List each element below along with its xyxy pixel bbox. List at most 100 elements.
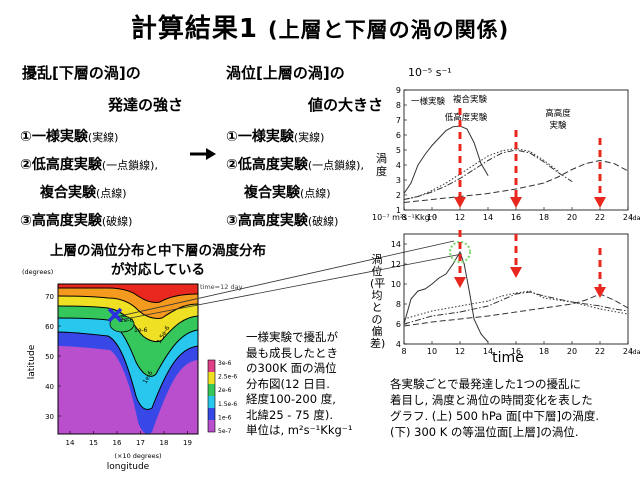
series-point <box>452 126 454 128</box>
series-point <box>627 310 629 312</box>
max-disturbance-marker <box>107 307 123 323</box>
upper-plot-area: 8 10 12 14 16 18 20 22 24(day) 9 8 7 6 5 4 3 2 1 一様実験複合実験低… <box>396 86 640 222</box>
series-point <box>599 308 601 310</box>
series-point <box>585 163 587 164</box>
caption-line-3: グラフ. (上) 500 hPa 面[中下層]の渦度. <box>390 409 600 423</box>
series-point <box>487 160 489 161</box>
caption-line-1: 各実験ごとで最発達した1つの擾乱に <box>390 377 581 391</box>
series-point <box>438 277 440 279</box>
x-tick-label: 14 <box>483 213 493 222</box>
series-point <box>431 199 433 200</box>
series-point <box>459 305 461 307</box>
series-point <box>599 293 601 295</box>
y-tick-label: 2 <box>396 191 401 200</box>
pv-map: 2e-6 1e-6 1.5e-6 1e-6 time=12 day (degre… <box>22 268 243 472</box>
y-tick-label: 8 <box>396 101 401 110</box>
annot-high-2: 実験 <box>549 120 567 131</box>
left-item-2: ②低高度実験(一点鎖線), <box>20 154 158 174</box>
series-point <box>515 293 517 295</box>
series-point <box>557 176 559 178</box>
series-point <box>452 263 454 265</box>
series-point <box>459 125 461 127</box>
series-point <box>529 152 531 154</box>
right-item-4-label: ③高高度実験 <box>226 213 308 229</box>
series-point <box>431 145 433 146</box>
series-point <box>515 149 517 151</box>
series-point <box>487 175 489 176</box>
x-tick-label: 18 <box>539 347 549 356</box>
series-point <box>613 308 615 310</box>
map-y-ticks: 70 60 50 40 30 <box>45 293 61 421</box>
left-item-4-label: ③高高度実験 <box>20 213 102 229</box>
map-desc-line-7: 単位は, m²s⁻¹Kkg⁻¹ <box>246 423 353 437</box>
series-point <box>417 164 419 166</box>
y-tick-label: 4 <box>396 340 401 349</box>
colorbar-label: 2.5e-6 <box>218 374 237 381</box>
right-item-4: ③高高度実験(破線) <box>226 210 338 230</box>
right-item-4-note: (破線) <box>307 215 339 228</box>
series-point <box>501 295 503 297</box>
right-item-1: ①一様実験(実線) <box>226 126 324 146</box>
x-tick-label: 24 <box>623 347 633 356</box>
right-arrow-icon <box>190 148 216 160</box>
x-tick-label: 22 <box>595 347 605 356</box>
map-desc-line-5: 経度100-200 度, <box>246 392 336 406</box>
map-desc-line-2: 最も成長したとき <box>246 345 338 360</box>
series-point <box>403 199 405 200</box>
lower-y-label: 渦位(平均との偏差) <box>370 253 386 350</box>
x-tick-label: 8 <box>401 347 406 356</box>
series-point <box>487 305 489 307</box>
map-desc-line-4: 分布図(12 日目. <box>246 376 330 391</box>
contour-label-1: 2e-6 <box>120 317 134 324</box>
contour-label-2: 1e-6 <box>134 327 148 334</box>
left-item-2-label: ②低高度実験 <box>20 157 102 173</box>
series-point <box>515 148 517 149</box>
colorbar-label: 1e-6 <box>218 414 232 421</box>
series-line-3 <box>403 290 629 320</box>
contour-line-3 <box>58 305 198 343</box>
map-x-tick: 15 <box>89 439 98 447</box>
series-point <box>599 160 601 161</box>
series-point <box>459 318 461 320</box>
vorticity-graph: 10⁻⁵ s⁻¹ 渦度 81012141618202224(day)987654… <box>376 66 640 222</box>
map-x-tick: 18 <box>160 439 169 447</box>
colorbar-swatch-4 <box>208 396 215 408</box>
series-point <box>571 169 573 170</box>
series-point <box>459 178 461 179</box>
right-item-2-label: ②低高度実験 <box>226 157 308 173</box>
right-item-3-label: 複合実験 <box>244 185 300 201</box>
series-point <box>431 191 433 193</box>
series-point <box>410 298 412 300</box>
series-point <box>557 172 559 173</box>
series-point <box>627 313 629 315</box>
series-point <box>410 182 412 184</box>
series-point <box>466 128 468 130</box>
series-point <box>424 288 426 290</box>
series-point <box>445 182 447 184</box>
right-item-2: ②低高度実験(一点鎖線), <box>226 154 364 174</box>
y-tick-label: 14 <box>391 240 401 249</box>
upper-y-label: 渦度 <box>376 152 387 178</box>
contour-line-1 <box>58 331 198 410</box>
x-unit-label: (day) <box>630 214 640 222</box>
left-item-1: ①一様実験(実線) <box>20 126 118 146</box>
y-tick-label: 3 <box>396 176 401 185</box>
left-item-4-note: (破線) <box>101 215 133 228</box>
x-tick-label: 12 <box>455 347 465 356</box>
colorbar-swatch-1 <box>208 360 215 372</box>
series-point <box>571 301 573 303</box>
map-y-tick: 30 <box>45 413 54 421</box>
x-tick-label: 10 <box>427 213 437 222</box>
annot-composite: 複合実験 <box>453 94 488 105</box>
left-subheader: 発達の強さ <box>108 96 184 114</box>
series-point <box>417 196 419 197</box>
y-tick-label: 7 <box>396 116 401 125</box>
series-point <box>529 151 531 152</box>
colorbar-label: 5e-7 <box>218 428 232 435</box>
map-colorbar: 3e-6 2.5e-6 2e-6 1.5e-6 1e-6 5e-7 <box>207 359 237 435</box>
right-subheader: 値の大きさ <box>308 96 384 114</box>
series-point <box>627 170 629 172</box>
right-item-3: 複合実験(点線) <box>244 182 331 202</box>
series-point <box>543 307 545 309</box>
right-item-3-note: (点線) <box>300 187 331 200</box>
